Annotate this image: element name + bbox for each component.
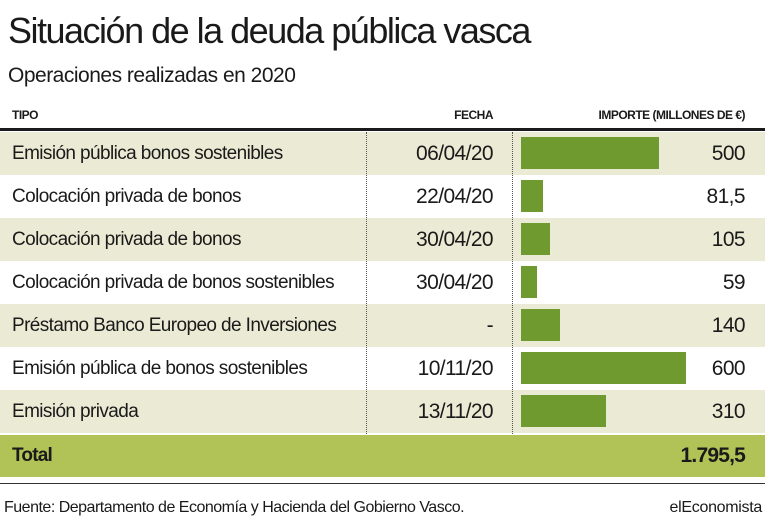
table-row: Colocación privada de bonos 30/04/20 105 <box>0 218 765 261</box>
row-fecha: 30/04/20 <box>416 271 494 294</box>
footer-divider <box>0 483 765 484</box>
bar <box>521 309 560 341</box>
row-fecha: 30/04/20 <box>416 228 494 251</box>
row-tipo: Emisión privada <box>12 401 139 422</box>
bar <box>521 395 606 427</box>
bar <box>521 266 537 298</box>
total-row: Total 1.795,5 <box>0 435 765 477</box>
bar <box>521 352 686 384</box>
data-label: 105 <box>711 228 746 251</box>
table-row: Emisión pública bonos sostenibles 06/04/2… <box>0 132 765 175</box>
column-header-fecha: FECHA <box>454 108 493 122</box>
table-row: Préstamo Banco Europeo de Inversiones - 14… <box>0 304 765 347</box>
source-note: Fuente: Departamento de Economía y Hacie… <box>4 499 465 516</box>
row-fecha: 13/11/20 <box>417 400 494 423</box>
table-row: Emisión privada 13/11/20 310 <box>0 390 765 433</box>
data-label: 600 <box>711 357 746 380</box>
bar <box>521 137 659 169</box>
header-divider <box>0 128 765 131</box>
chart-title: Situación de la deuda pública vasca <box>8 10 531 51</box>
column-header-importe: IMPORTE (MILLONES DE €) <box>598 108 745 122</box>
row-tipo: Emisión pública bonos sostenibles <box>12 143 283 164</box>
bar <box>521 180 543 212</box>
row-tipo: Colocación privada de bonos sostenibles <box>12 272 335 293</box>
column-separator-fecha <box>366 132 367 476</box>
column-separator-importe <box>512 132 513 476</box>
bar <box>521 223 550 255</box>
row-fecha: 10/11/20 <box>417 357 494 380</box>
brand-logo-text: elEconomista <box>669 499 763 516</box>
row-fecha: 22/04/20 <box>416 185 494 208</box>
table-row: Emisión pública de bonos sostenibles 10/1… <box>0 347 765 390</box>
total-label: Total <box>12 445 53 466</box>
data-label: 310 <box>711 400 746 423</box>
chart-subtitle: Operaciones realizadas en 2020 <box>8 64 296 87</box>
data-label: 59 <box>722 271 746 294</box>
table-row: Colocación privada de bonos sostenibles 3… <box>0 261 765 304</box>
column-header-tipo: TIPO <box>12 108 39 122</box>
data-label: 81,5 <box>706 185 746 208</box>
data-table: Emisión pública bonos sostenibles 06/04/2… <box>0 132 765 433</box>
table-row: Colocación privada de bonos 22/04/20 81,5 <box>0 175 765 218</box>
row-fecha: 06/04/20 <box>416 142 494 165</box>
row-tipo: Emisión pública de bonos sostenibles <box>12 358 308 379</box>
data-label: 140 <box>711 314 746 337</box>
data-label: 500 <box>711 142 746 165</box>
row-tipo: Colocación privada de bonos <box>12 229 241 250</box>
row-fecha: - <box>486 314 494 337</box>
total-value: 1.795,5 <box>680 444 746 467</box>
row-tipo: Colocación privada de bonos <box>12 186 241 207</box>
row-tipo: Préstamo Banco Europeo de Inversiones <box>12 315 337 336</box>
